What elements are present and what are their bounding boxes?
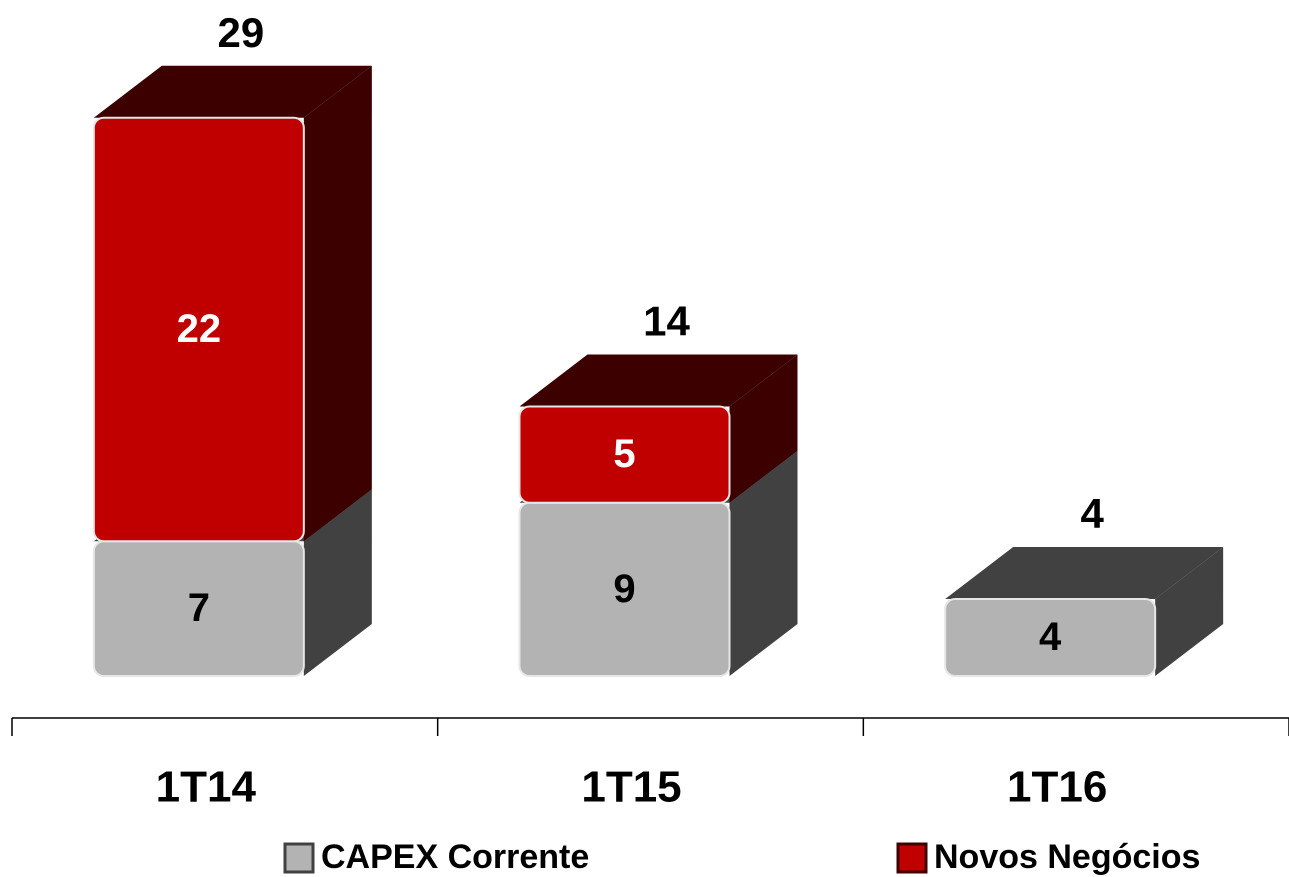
legend-label: CAPEX Corrente (321, 838, 589, 876)
bar-side (303, 489, 372, 676)
bar-side (729, 450, 798, 676)
total-label: 29 (217, 9, 264, 56)
data-label: 22 (177, 307, 222, 351)
data-label: 4 (1039, 615, 1062, 659)
total-label: 14 (643, 298, 690, 345)
bar (92, 116, 305, 543)
bar-side (303, 65, 372, 542)
plot-area: 7 22 9 5 4 (92, 65, 1224, 677)
legend-swatch (896, 842, 928, 874)
bar (518, 405, 731, 504)
x-tick-label: 1T14 (156, 763, 257, 812)
legend-label: Novos Negócios (934, 838, 1200, 876)
data-label: 5 (613, 432, 635, 476)
x-tick-label: 1T16 (1007, 763, 1107, 812)
data-label: 7 (188, 586, 210, 630)
bar-top (519, 354, 798, 407)
legend-swatch (283, 842, 315, 874)
data-label: 9 (613, 567, 635, 611)
bar-side (1155, 547, 1224, 676)
bar-side (729, 354, 798, 503)
bar-top (93, 65, 372, 118)
x-tick-label: 1T15 (581, 763, 681, 812)
bar-top (945, 547, 1224, 599)
total-label: 4 (1080, 490, 1104, 537)
bar (944, 598, 1157, 677)
